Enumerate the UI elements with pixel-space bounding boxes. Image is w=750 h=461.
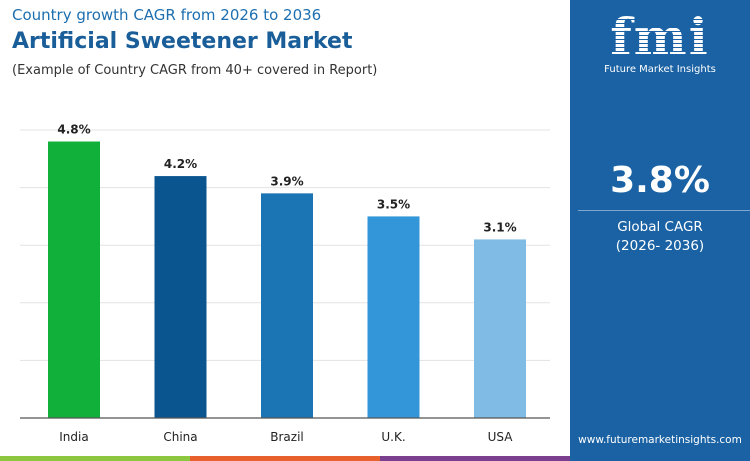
x-tick-label: India: [59, 430, 88, 444]
stripe-purple: [380, 456, 570, 461]
x-tick-label: Brazil: [270, 430, 304, 444]
data-label: 3.1%: [483, 220, 516, 234]
chart-note: (Example of Country CAGR from 40+ covere…: [12, 63, 378, 78]
x-tick-label: USA: [488, 430, 514, 444]
bar-brazil: [261, 193, 313, 418]
x-tick-label: U.K.: [381, 430, 405, 444]
data-label: 3.9%: [270, 174, 303, 188]
stripe-green: [0, 456, 190, 461]
brand-name: Future Market Insights: [604, 64, 716, 75]
bar-india: [48, 141, 100, 418]
bar-chart: 4.8% India 4.2% China 3.9% Brazil 3.5% U.K. 3.1%…: [20, 123, 550, 444]
chart-title: Artificial Sweetener Market: [12, 29, 353, 54]
data-label: 3.5%: [377, 197, 410, 211]
divider: [578, 210, 750, 211]
bar-uk: [367, 216, 420, 418]
stripe-orange: [190, 456, 380, 461]
fmi-logo: fmi Future Market Insights: [570, 8, 750, 76]
global-cagr-value: 3.8%: [610, 160, 710, 201]
chart-subtitle: Country growth CAGR from 2026 to 2036: [12, 6, 322, 24]
data-label: 4.8%: [57, 123, 90, 137]
side-panel: fmi Future Market Insights 3.8% Global C…: [570, 0, 750, 461]
bar-usa: [474, 239, 526, 418]
data-label: 4.2%: [164, 157, 197, 171]
global-cagr-label: Global CAGR (2026- 2036): [615, 219, 705, 254]
x-tick-label: China: [163, 430, 197, 444]
website-url: www.futuremarketinsights.com: [578, 434, 742, 446]
bar-china: [154, 176, 207, 418]
